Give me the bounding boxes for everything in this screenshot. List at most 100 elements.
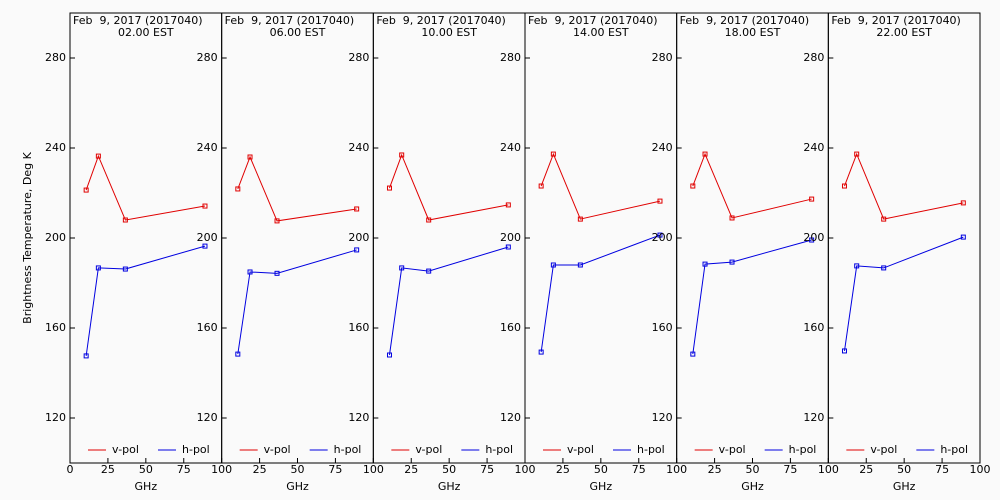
x-tick-label: 100 (666, 463, 687, 476)
x-tick-label: 25 (404, 463, 418, 476)
point-marker (202, 203, 208, 209)
point-marker (83, 353, 89, 359)
x-tick-label: 0 (67, 463, 74, 476)
panel-title: Feb 9, 2017 (2017040) (831, 14, 961, 27)
y-tick-label: 200 (803, 231, 824, 244)
point-marker (399, 265, 405, 271)
point-marker (426, 268, 432, 274)
panel-title: Feb 9, 2017 (2017040) (376, 14, 506, 27)
legend-label: v-pol (415, 443, 442, 456)
point-marker (235, 186, 241, 192)
point-marker (354, 206, 360, 212)
y-tick-label: 240 (348, 141, 369, 154)
x-tick-label: 50 (442, 463, 456, 476)
point-marker (690, 183, 696, 189)
point-marker (247, 269, 253, 275)
y-tick-label: 240 (197, 141, 218, 154)
y-tick-label: 120 (45, 411, 66, 424)
y-tick-label: 280 (803, 51, 824, 64)
x-axis-label: GHz (590, 480, 613, 493)
x-axis-label: GHz (741, 480, 764, 493)
point-marker (960, 234, 966, 240)
x-tick-label: 75 (783, 463, 797, 476)
point-marker (95, 153, 101, 159)
panel-title: Feb 9, 2017 (2017040) (225, 14, 355, 27)
point-marker (550, 151, 556, 157)
point-marker (95, 265, 101, 271)
point-marker (122, 266, 128, 272)
legend-label: h-pol (940, 443, 968, 456)
point-marker (386, 352, 392, 358)
legend-label: v-pol (719, 443, 746, 456)
point-marker (538, 183, 544, 189)
legend-label: h-pol (182, 443, 210, 456)
x-tick-label: 50 (594, 463, 608, 476)
series-line (85, 245, 206, 356)
point-marker (550, 262, 556, 268)
point-marker (235, 351, 241, 357)
y-tick-label: 280 (197, 51, 218, 64)
point-marker (386, 185, 392, 191)
point-marker (274, 218, 280, 224)
x-tick-label: 50 (291, 463, 305, 476)
point-marker (202, 243, 208, 249)
legend-label: h-pol (637, 443, 665, 456)
point-marker (538, 349, 544, 355)
panel-subtitle: 18.00 EST (725, 26, 781, 39)
legend-label: h-pol (789, 443, 817, 456)
point-marker (809, 196, 815, 202)
y-tick-label: 160 (348, 321, 369, 334)
x-tick-label: 25 (556, 463, 570, 476)
x-tick-label: 50 (746, 463, 760, 476)
x-axis-label: GHz (893, 480, 916, 493)
series-line (237, 155, 357, 222)
y-tick-label: 120 (652, 411, 673, 424)
point-marker (854, 263, 860, 269)
panel-subtitle: 10.00 EST (421, 26, 477, 39)
y-tick-label: 160 (652, 321, 673, 334)
x-tick-label: 100 (970, 463, 991, 476)
y-tick-label: 200 (348, 231, 369, 244)
legend-label: v-pol (112, 443, 139, 456)
x-tick-label: 100 (363, 463, 384, 476)
x-tick-label: 100 (515, 463, 536, 476)
y-tick-label: 160 (803, 321, 824, 334)
x-tick-label: 75 (935, 463, 949, 476)
point-marker (426, 217, 432, 223)
series-line (692, 239, 812, 355)
y-tick-label: 120 (197, 411, 218, 424)
x-axis-label: GHz (286, 480, 309, 493)
series-line (237, 249, 357, 355)
x-tick-label: 75 (328, 463, 342, 476)
x-tick-label: 25 (708, 463, 722, 476)
y-tick-label: 160 (45, 321, 66, 334)
y-tick-label: 280 (45, 51, 66, 64)
x-tick-label: 100 (818, 463, 839, 476)
y-tick-label: 200 (500, 231, 521, 244)
panel-subtitle: 22.00 EST (876, 26, 932, 39)
panel-title: Feb 9, 2017 (2017040) (73, 14, 203, 27)
panel-title: Feb 9, 2017 (2017040) (528, 14, 658, 27)
x-tick-label: 50 (897, 463, 911, 476)
y-tick-label: 280 (500, 51, 521, 64)
y-tick-label: 280 (652, 51, 673, 64)
point-marker (841, 183, 847, 189)
y-tick-label: 240 (45, 141, 66, 154)
legend-label: v-pol (870, 443, 897, 456)
y-tick-label: 240 (500, 141, 521, 154)
y-tick-label: 200 (197, 231, 218, 244)
x-tick-label: 75 (177, 463, 191, 476)
point-marker (354, 247, 360, 253)
point-marker (122, 217, 128, 223)
x-tick-label: 25 (253, 463, 267, 476)
point-marker (690, 351, 696, 357)
y-axis-label: Brightness Temperature, Deg K (21, 151, 34, 323)
legend-label: h-pol (334, 443, 362, 456)
x-tick-label: 25 (859, 463, 873, 476)
point-marker (960, 200, 966, 206)
point-marker (657, 232, 663, 238)
y-tick-label: 160 (197, 321, 218, 334)
point-marker (505, 202, 511, 208)
y-tick-label: 120 (348, 411, 369, 424)
